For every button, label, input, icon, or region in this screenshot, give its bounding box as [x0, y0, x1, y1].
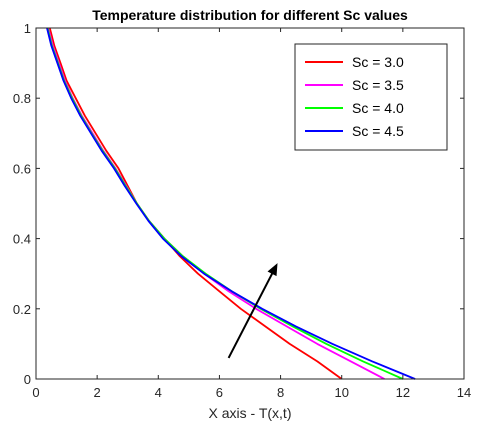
y-tick-label: 0.2 — [13, 302, 31, 317]
x-tick-label: 10 — [334, 385, 348, 400]
series-line-4 — [46, 27, 416, 380]
legend-label: Sc = 4.0 — [352, 100, 404, 116]
x-tick-label: 12 — [396, 385, 410, 400]
x-tick-label: 8 — [277, 385, 284, 400]
y-tick-label: 0.6 — [13, 161, 31, 176]
x-tick-label: 2 — [94, 385, 101, 400]
series-layer — [46, 27, 416, 380]
legend-label: Sc = 3.5 — [352, 77, 404, 93]
y-tick-label: 1 — [24, 21, 31, 36]
tick-layer: 0 2 4 6 8 10 12 14 0 0.2 0.4 0.6 0.8 1 — [13, 21, 471, 400]
x-axis-label: X axis - T(x,t) — [209, 405, 292, 421]
y-tick-label: 0.4 — [13, 232, 31, 247]
x-tick-label: 6 — [216, 385, 223, 400]
x-tick-label: 0 — [32, 385, 39, 400]
y-tick-label: 0 — [24, 372, 31, 387]
x-tick-label: 14 — [457, 385, 471, 400]
legend-label: Sc = 3.0 — [352, 54, 404, 70]
x-tick-label: 4 — [155, 385, 162, 400]
arrow-shaft — [227, 271, 274, 359]
plot-frame — [35, 27, 465, 380]
legend-label: Sc = 4.5 — [352, 123, 404, 139]
chart-title: Temperature distribution for different S… — [92, 7, 408, 23]
arrow-head — [267, 263, 278, 277]
legend-entries: Sc = 3.0 Sc = 3.5 Sc = 4.0 Sc = 4.5 — [305, 54, 404, 139]
annotation-layer — [227, 263, 278, 359]
legend: Sc = 3.0 Sc = 3.5 Sc = 4.0 Sc = 4.5 — [294, 43, 448, 151]
y-tick-label: 0.8 — [13, 91, 31, 106]
